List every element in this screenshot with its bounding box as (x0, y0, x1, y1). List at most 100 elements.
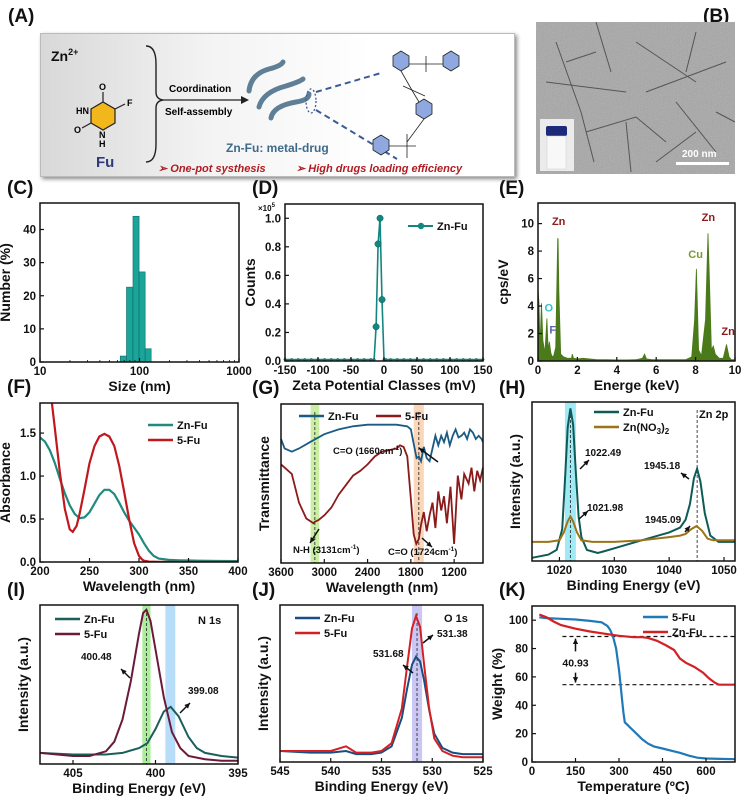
data-point (455, 358, 459, 362)
element-label: Zn (552, 216, 566, 228)
series-line (280, 612, 483, 759)
peak-annotation: 399.08 (188, 686, 219, 697)
y-tick-label: 0.8 (265, 242, 282, 254)
arrow-head-icon (121, 669, 127, 675)
fu-label: Fu (96, 154, 114, 171)
panel-label-h: (H) (499, 378, 526, 399)
annotation-arrow (402, 664, 414, 674)
data-point (468, 358, 472, 362)
data-point (369, 358, 373, 362)
plot-frame (39, 604, 239, 765)
x-tick-label: 6 (653, 365, 659, 377)
highlight-band (564, 402, 576, 561)
arrow-head-icon (427, 635, 433, 641)
x-tick-label: 3000 (311, 567, 337, 579)
annotation-arrow (684, 525, 691, 533)
zoom-line-top (315, 72, 382, 93)
chart-k: 0 150 300 450 600 0 20 40 60 80 100 Temperature (ºC… (489, 605, 736, 794)
y-multiplier: ×105 (258, 203, 276, 213)
annotation-arrow (421, 537, 433, 548)
arrow-head-icon (684, 526, 690, 532)
atom-f: F (127, 98, 133, 108)
scheme-drawing: Zn2+ O HN F O N H Fu Coordination Self-a… (51, 45, 463, 175)
x-tick-label: 525 (473, 766, 493, 778)
chart-e: Zn OF Cu Zn Zn 0 2 4 6 8 10 0 2 4 6 8 10 Energe (keV) cps/… (495, 202, 741, 393)
arrow-head-icon (426, 541, 432, 547)
series-line (532, 514, 735, 543)
plot-frame (280, 403, 484, 564)
x-tick-label: 150 (566, 766, 585, 778)
y-axis-label: Weight (%) (489, 648, 505, 720)
data-point (303, 358, 307, 362)
series-line-5-fu (280, 444, 484, 547)
data-point (374, 240, 382, 248)
data-point (362, 358, 366, 362)
chart-j: 545 540 535 530 525 Binding Energy (eV) Intens… (255, 604, 493, 794)
legend-label: Zn-Fu (177, 420, 208, 432)
annotation-arrow (120, 668, 131, 679)
x-tick-label: 1000 (226, 366, 252, 378)
data-point (323, 358, 327, 362)
peak-annotation: C=O (1660cm-1) (333, 445, 402, 457)
series-line (279, 655, 483, 756)
y-tick-label: 10 (23, 324, 36, 336)
plot-frame (531, 605, 736, 763)
highlight-band (310, 404, 320, 563)
x-tick-label: -50 (343, 365, 360, 377)
series-line (531, 408, 735, 559)
y-tick-label: 8 (528, 246, 535, 258)
annotation-arrow (422, 634, 434, 644)
brace-icon (145, 45, 164, 163)
data-point (389, 358, 393, 362)
y-tick-label: 0 (30, 357, 36, 369)
peak-annotation: 1022.49 (585, 448, 622, 459)
y-tick-label: 0.6 (265, 270, 281, 282)
x-tick-label: 2 (574, 365, 580, 377)
zn-label: Zn2+ (51, 47, 78, 64)
y-tick-label: 0.0 (20, 557, 36, 569)
x-tick-label: 1040 (656, 565, 682, 577)
data-point (372, 323, 380, 331)
histogram-bar (119, 355, 127, 363)
peak-annotation: 400.48 (81, 652, 112, 663)
x-axis-label: Binding Energy (eV) (72, 780, 206, 796)
y-tick-label: 100 (509, 615, 528, 627)
atom-n: N (99, 130, 106, 140)
x-tick-label: 2400 (355, 567, 381, 579)
zoom-circle (305, 88, 317, 114)
arrow-head-icon (184, 703, 190, 709)
y-tick-label: 40 (515, 700, 528, 712)
y-tick-label: 30 (23, 258, 36, 270)
data-point (422, 358, 426, 362)
plot-frame (284, 203, 484, 362)
highlight-band (413, 404, 424, 563)
y-tick-label: 0 (522, 757, 528, 769)
x-axis-label: Size (nm) (108, 378, 170, 394)
x-tick-label: 300 (609, 766, 628, 778)
y-tick-label: 10 (521, 219, 534, 231)
x-tick-label: 540 (321, 766, 340, 778)
peak-annotation: 531.68 (373, 649, 404, 660)
element-label: Zn (721, 326, 735, 338)
legend-marker (417, 222, 425, 230)
annotation-arrow (179, 702, 191, 714)
y-tick-label: 20 (515, 729, 528, 741)
nanofiber-icon (246, 59, 312, 121)
x-tick-label: 300 (129, 566, 148, 578)
y-tick-label: 0.0 (265, 356, 281, 368)
plot-frame (39, 202, 240, 363)
x-axis-label: Temperature (ºC) (577, 778, 689, 794)
data-point (336, 358, 340, 362)
x-tick-label: 0 (535, 365, 541, 377)
x-tick-label: 200 (30, 566, 49, 578)
peak-annotation: 531.38 (437, 629, 468, 640)
x-axis-label: Zeta Potential Classes (mV) (292, 377, 476, 393)
arrow-head-icon (572, 677, 579, 683)
data-point (408, 358, 412, 362)
data-point (461, 358, 465, 362)
self-assembly-label: Self-assembly (165, 107, 233, 118)
scale-bar-label: 200 nm (682, 149, 717, 160)
histogram-bar (144, 348, 152, 363)
x-tick-label: 1200 (441, 567, 467, 579)
